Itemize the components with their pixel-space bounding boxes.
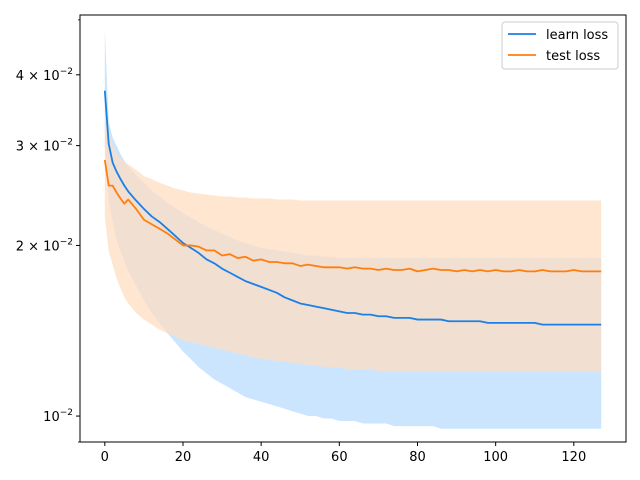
x-tick-label: 0 [101, 450, 109, 465]
x-tick-label: 20 [175, 450, 192, 465]
y-tick-base: 2 × 10 [16, 239, 60, 254]
x-axis: 0 20 40 60 80 100 120 [101, 442, 586, 465]
y-tick-exponent: −2 [60, 138, 73, 148]
y-tick-label: 4 × 10−2 [16, 67, 73, 84]
series-lines [103, 90, 602, 326]
line-test-loss [103, 159, 602, 273]
x-tick-label: 60 [331, 450, 348, 465]
y-tick-exponent: −2 [60, 67, 73, 77]
legend: learn loss test loss [501, 21, 619, 70]
y-tick-label: 10−2 [43, 408, 73, 425]
x-tick-label: 40 [253, 450, 270, 465]
y-axis: 10−22 × 10−23 × 10−24 × 10−2 [16, 19, 80, 443]
band-test-loss [104, 104, 602, 372]
plot-frame [79, 14, 627, 443]
legend-label: test loss [546, 49, 600, 64]
y-tick-label: 3 × 10−2 [16, 138, 73, 155]
y-tick-base: 10 [43, 410, 60, 425]
y-tick-base: 4 × 10 [16, 69, 60, 84]
line-learn-loss [103, 90, 602, 326]
confidence-bands [104, 29, 602, 429]
y-tick-exponent: −2 [60, 237, 73, 247]
y-tick-label: 2 × 10−2 [16, 237, 73, 254]
y-tick-base: 3 × 10 [16, 140, 60, 155]
x-tick-label: 120 [561, 450, 586, 465]
x-tick-label: 80 [409, 450, 426, 465]
y-tick-exponent: −2 [60, 408, 73, 418]
legend-label: learn loss [546, 28, 608, 43]
x-tick-label: 100 [483, 450, 508, 465]
